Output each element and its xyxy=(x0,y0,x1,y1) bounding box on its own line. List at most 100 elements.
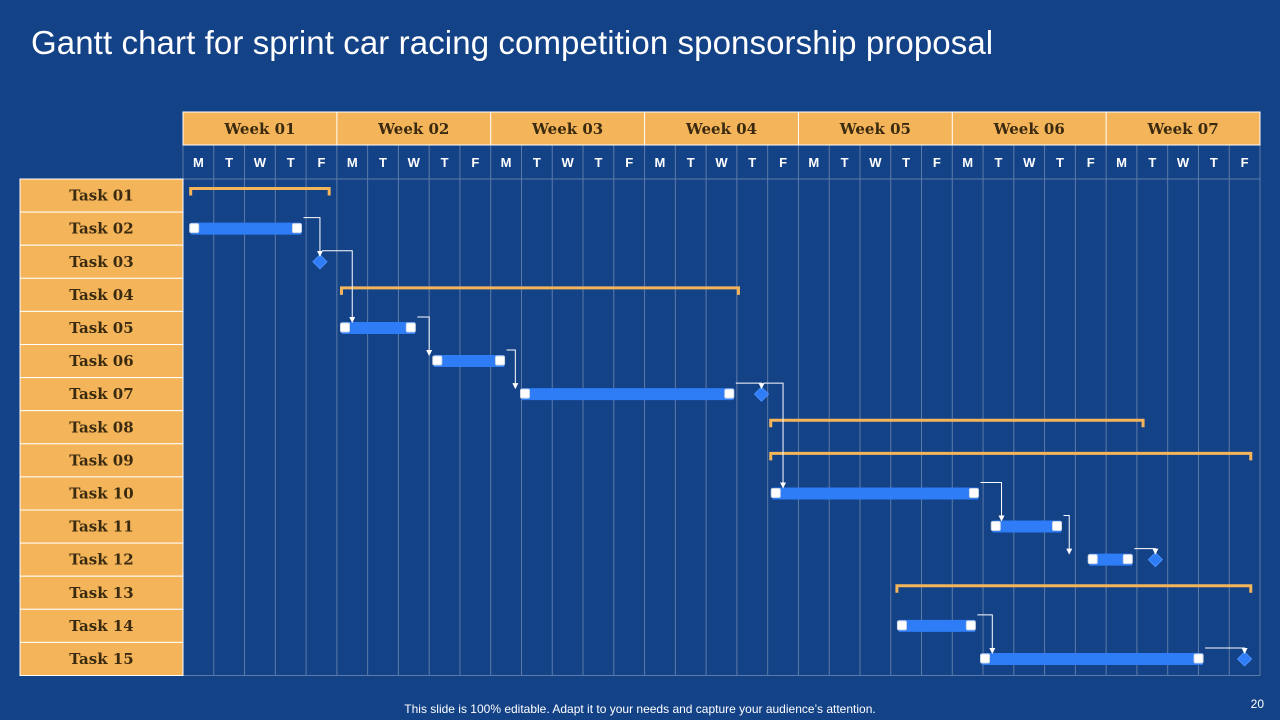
page-number: 20 xyxy=(1250,697,1264,711)
bar-end-handle[interactable] xyxy=(1193,653,1204,664)
dependency-arrow xyxy=(763,382,787,489)
bar-end-handle[interactable] xyxy=(968,487,979,498)
bar-end-handle[interactable] xyxy=(965,620,976,631)
bar-start-handle[interactable] xyxy=(980,653,991,664)
week-header-label: Week 05 xyxy=(839,120,911,138)
bar-end-handle[interactable] xyxy=(1052,521,1063,532)
task-bar[interactable] xyxy=(770,487,979,500)
task-label: Task 04 xyxy=(69,286,133,304)
day-header-label: F xyxy=(1087,155,1095,170)
week-header-band xyxy=(183,112,1260,145)
milestone-diamond[interactable] xyxy=(1147,551,1164,568)
milestone-diamond[interactable] xyxy=(312,254,328,270)
day-header-label: T xyxy=(379,155,387,170)
day-header-label: M xyxy=(1116,155,1127,170)
task-label: Task 06 xyxy=(69,352,133,370)
task-bar[interactable] xyxy=(990,520,1063,533)
milestone-diamond[interactable] xyxy=(753,386,770,402)
bar-start-handle[interactable] xyxy=(1087,554,1098,565)
task-bar-fill[interactable] xyxy=(981,652,1204,665)
task-bar-fill[interactable] xyxy=(772,487,979,500)
day-header-label: W xyxy=(869,155,882,170)
dependency-arrow xyxy=(980,481,1005,522)
task-bar[interactable] xyxy=(432,355,506,368)
day-header-label: W xyxy=(1177,155,1190,170)
task-bar-fill[interactable] xyxy=(433,355,505,368)
task-bar[interactable] xyxy=(896,619,976,632)
task-bar[interactable] xyxy=(339,321,416,334)
task-bar-fill[interactable] xyxy=(341,321,416,334)
gantt-grid xyxy=(182,145,1261,676)
bar-end-handle[interactable] xyxy=(291,223,302,234)
task-row-cell xyxy=(19,277,184,312)
task-label: Task 13 xyxy=(69,584,133,602)
day-header-label: T xyxy=(841,155,849,170)
day-header-label: W xyxy=(715,155,728,170)
week-header-label: Week 01 xyxy=(223,120,295,138)
day-header-label: T xyxy=(994,155,1002,170)
summary-bracket xyxy=(339,286,740,295)
day-header-label: T xyxy=(902,155,910,170)
day-header-label: F xyxy=(779,155,787,170)
slide-footer: This slide is 100% editable. Adapt it to… xyxy=(404,702,876,716)
day-header-label: M xyxy=(193,155,204,170)
task-bar-fill[interactable] xyxy=(992,520,1062,533)
day-header-label: T xyxy=(441,155,449,170)
week-header-label: Week 06 xyxy=(993,120,1065,138)
task-bar[interactable] xyxy=(980,652,1204,665)
bar-start-handle[interactable] xyxy=(990,521,1001,532)
task-label: Task 05 xyxy=(69,319,133,337)
bar-start-handle[interactable] xyxy=(770,487,781,498)
task-label: Task 15 xyxy=(69,650,133,668)
task-bar[interactable] xyxy=(519,388,735,401)
dependency-arrow xyxy=(1205,647,1248,654)
gantt-headers: Week 01 Week 02 Week 03 Week 04 Week 05 Week … xyxy=(182,111,1261,170)
dependency-arrow xyxy=(303,217,323,257)
task-row-cell xyxy=(19,509,184,544)
bar-end-handle[interactable] xyxy=(495,355,506,366)
day-header-label: F xyxy=(317,155,325,170)
task-bar-fill[interactable] xyxy=(898,619,976,632)
week-header-border xyxy=(182,111,1261,146)
task-row-cell xyxy=(19,641,184,677)
task-row-cell xyxy=(19,178,184,213)
bar-end-handle[interactable] xyxy=(405,322,416,333)
task-label: Task 08 xyxy=(69,418,133,436)
task-bar-fill[interactable] xyxy=(190,222,302,235)
bar-start-handle[interactable] xyxy=(519,388,530,399)
task-label: Task 07 xyxy=(69,385,133,403)
bar-end-handle[interactable] xyxy=(1122,554,1133,565)
milestone-diamond[interactable] xyxy=(1236,651,1253,667)
bar-start-handle[interactable] xyxy=(896,620,907,631)
task-bar-fill[interactable] xyxy=(1089,553,1133,566)
task-bar[interactable] xyxy=(1087,553,1133,566)
day-header-label: M xyxy=(808,155,819,170)
day-header-label: T xyxy=(225,155,233,170)
task-row-cell xyxy=(19,211,184,246)
day-header-label: M xyxy=(655,155,666,170)
day-header-label: T xyxy=(594,155,602,170)
day-header-label: W xyxy=(1023,155,1036,170)
dependency-arrow xyxy=(321,250,356,323)
day-header-label: T xyxy=(1148,155,1156,170)
task-bar[interactable] xyxy=(189,222,302,235)
week-header-label: Week 04 xyxy=(685,120,757,138)
day-header-label: M xyxy=(501,155,512,170)
bar-start-handle[interactable] xyxy=(339,322,350,333)
task-label: Task 09 xyxy=(69,451,133,469)
dependency-arrow xyxy=(1063,515,1073,555)
summary-bracket xyxy=(189,187,331,196)
day-header-label: T xyxy=(1056,155,1064,170)
task-label: Task 12 xyxy=(69,551,133,569)
bar-end-handle[interactable] xyxy=(724,388,735,399)
dependency-arrow xyxy=(735,382,765,390)
slide-title: Gantt chart for sprint car racing compet… xyxy=(31,24,994,61)
task-label: Task 01 xyxy=(69,187,133,205)
day-header-label: T xyxy=(748,155,756,170)
bar-start-handle[interactable] xyxy=(189,223,200,234)
summary-bracket xyxy=(769,451,1253,461)
day-header-label: T xyxy=(1210,155,1218,170)
task-bar-fill[interactable] xyxy=(521,388,734,401)
bar-start-handle[interactable] xyxy=(432,355,443,366)
